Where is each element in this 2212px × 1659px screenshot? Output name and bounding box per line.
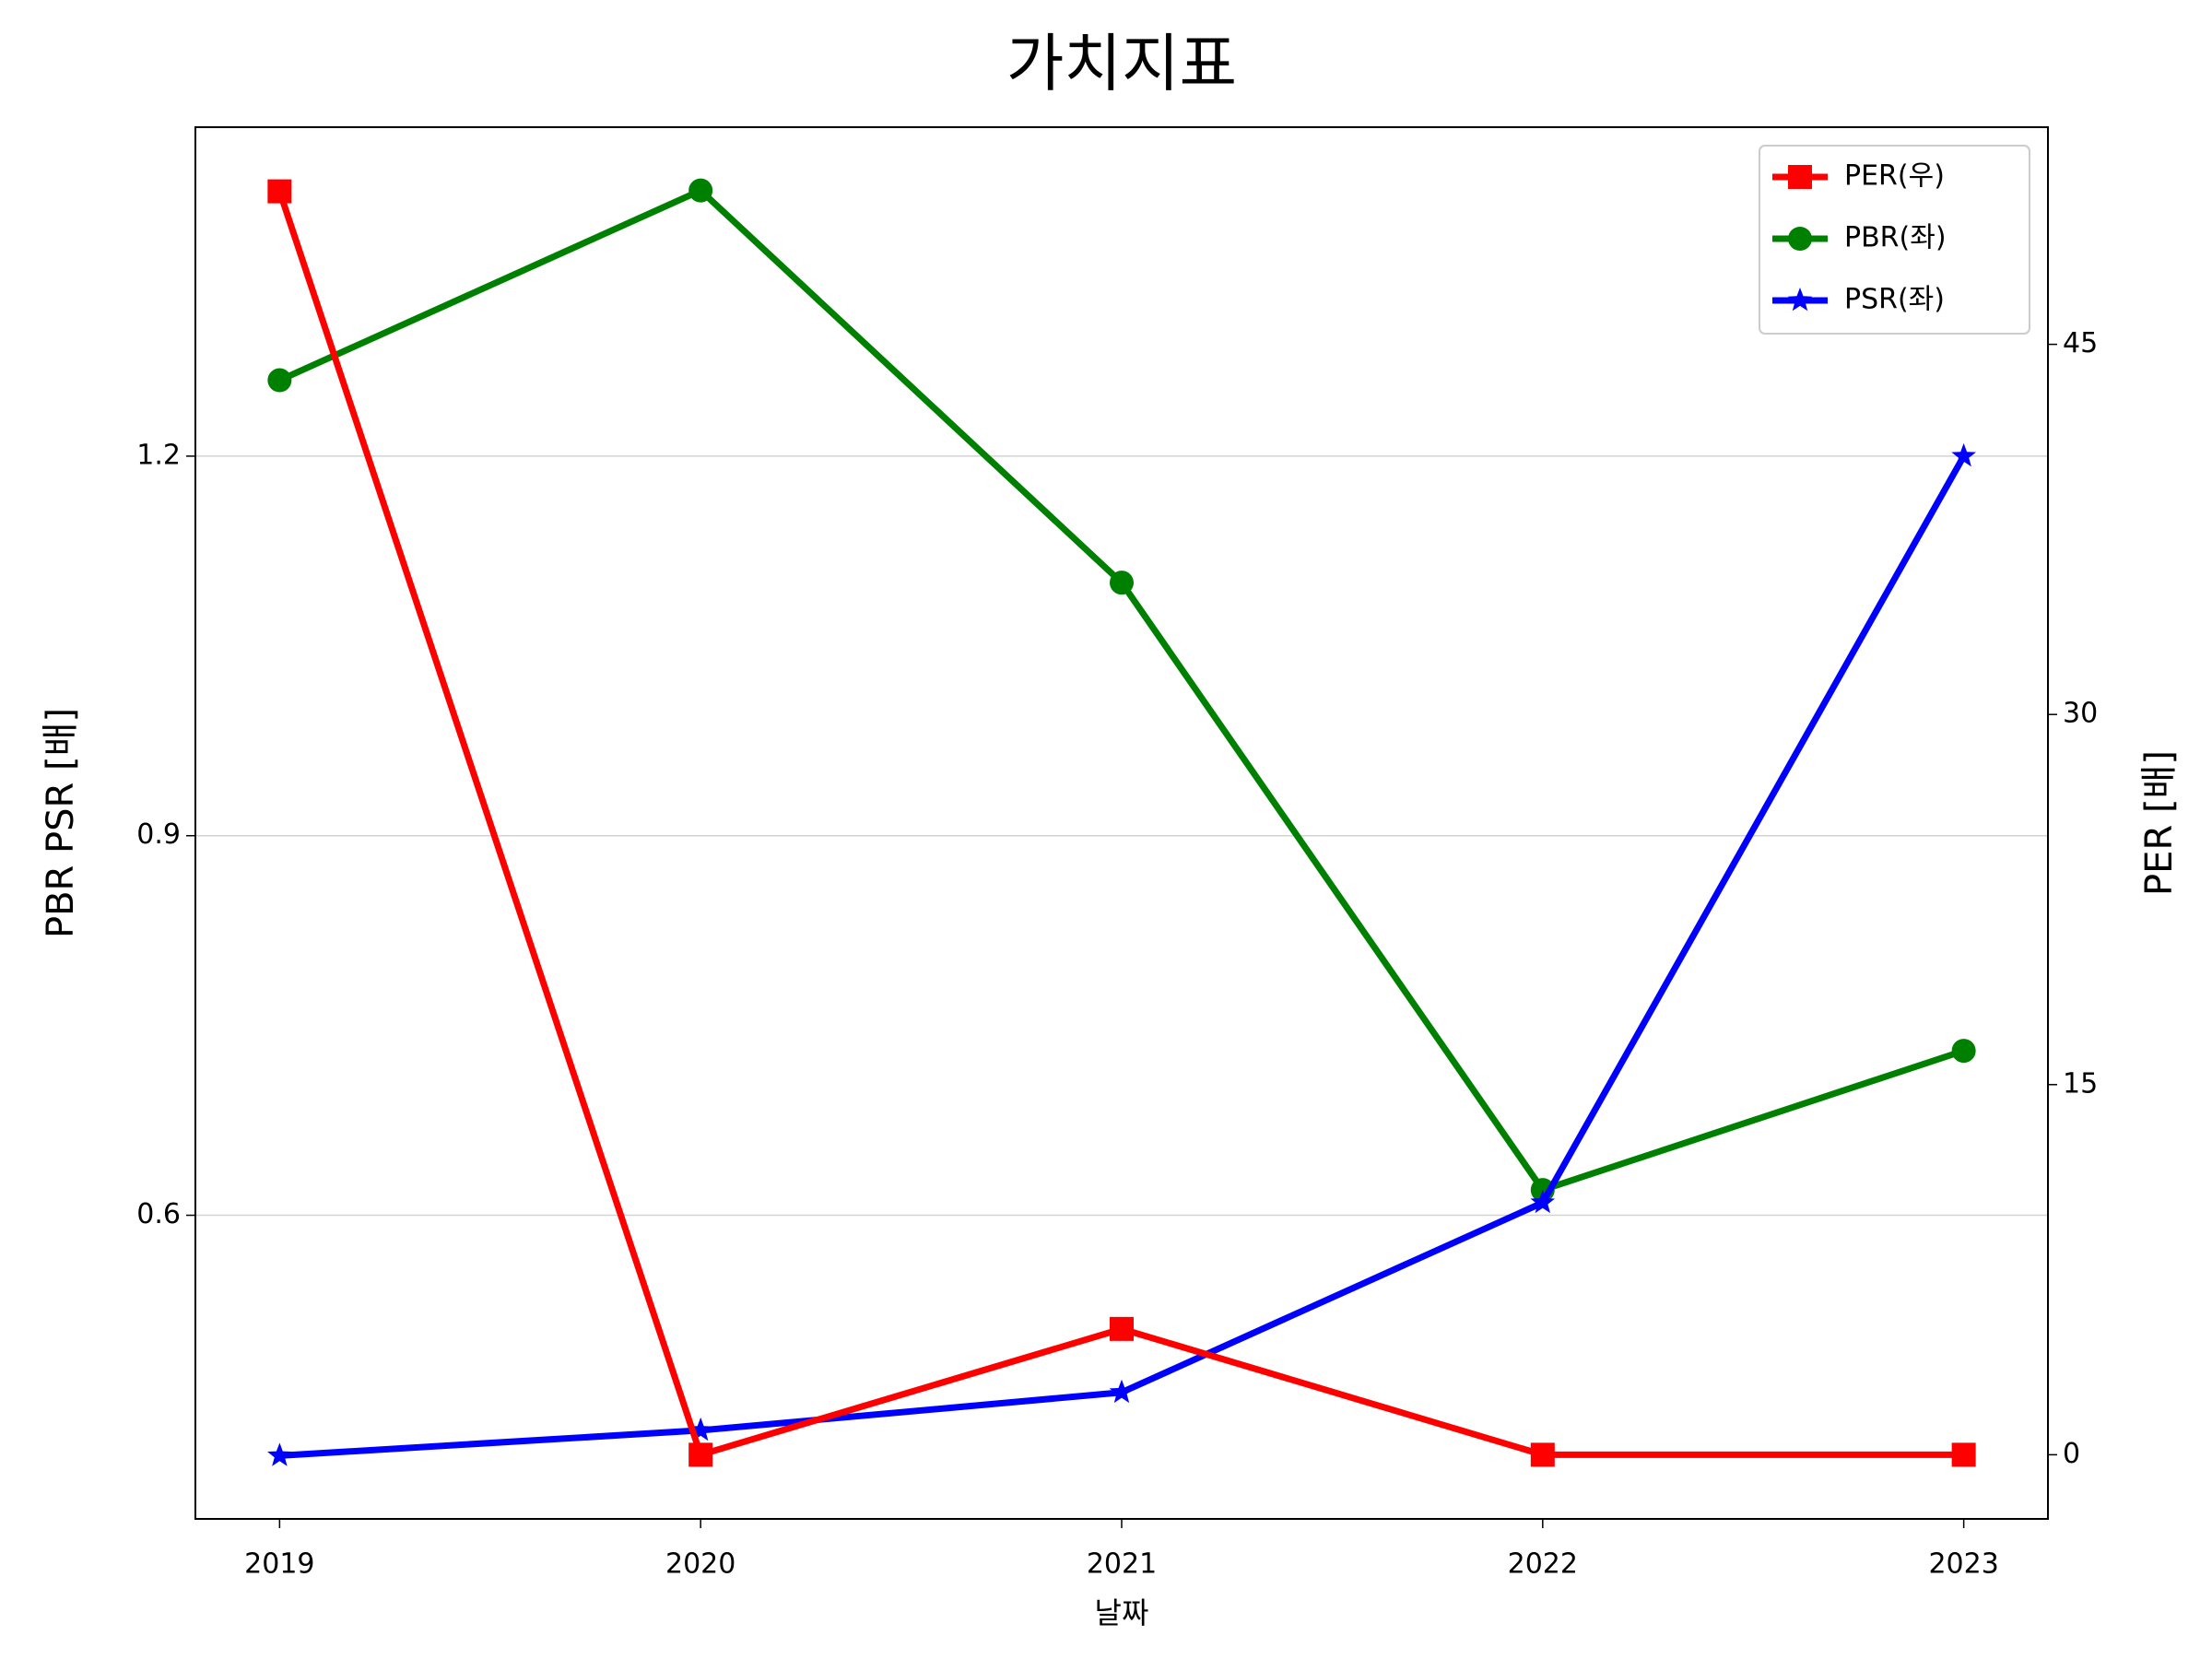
x-tick-label: 2022 — [1508, 1548, 1578, 1581]
x-tick-label: 2023 — [1928, 1548, 1998, 1581]
y2-tick-label: 30 — [2063, 698, 2098, 730]
y2-axis-label: PER [배] — [2138, 750, 2181, 896]
legend-label: PSR(좌) — [1844, 284, 1945, 316]
marker — [688, 1417, 713, 1441]
x-tick-label: 2021 — [1087, 1548, 1157, 1581]
y-tick-label: 0.9 — [136, 818, 181, 851]
y2-tick-label: 0 — [2063, 1438, 2080, 1470]
marker — [1110, 571, 1134, 595]
marker — [1530, 1189, 1556, 1214]
x-tick-label: 2019 — [244, 1548, 314, 1581]
marker — [1530, 1442, 1555, 1467]
x-axis-label: 날짜 — [1095, 1595, 1149, 1630]
marker — [688, 1442, 713, 1467]
y-axis-label: PBR PSR [배] — [40, 708, 82, 938]
legend-label: PER(우) — [1844, 160, 1945, 193]
marker — [267, 179, 292, 204]
marker — [1109, 1379, 1135, 1404]
chart-title: 가치지표 — [1006, 29, 1237, 101]
plot-frame — [194, 126, 2049, 1520]
legend-marker — [1787, 288, 1813, 312]
legend-marker — [1788, 227, 1812, 251]
legend-box — [1759, 145, 2030, 335]
legend-marker — [1788, 165, 1812, 189]
legend-label: PBR(좌) — [1844, 222, 1947, 254]
marker — [267, 1442, 292, 1466]
marker — [1951, 442, 1976, 467]
marker — [267, 368, 292, 393]
marker — [1951, 1442, 1976, 1467]
y2-tick-label: 45 — [2063, 327, 2098, 359]
marker — [688, 178, 713, 203]
marker — [1951, 1039, 1976, 1064]
x-tick-label: 2020 — [665, 1548, 735, 1581]
y2-tick-label: 15 — [2063, 1067, 2098, 1100]
y-tick-label: 0.6 — [136, 1198, 181, 1230]
marker — [1110, 1316, 1134, 1341]
y-tick-label: 1.2 — [136, 439, 181, 471]
